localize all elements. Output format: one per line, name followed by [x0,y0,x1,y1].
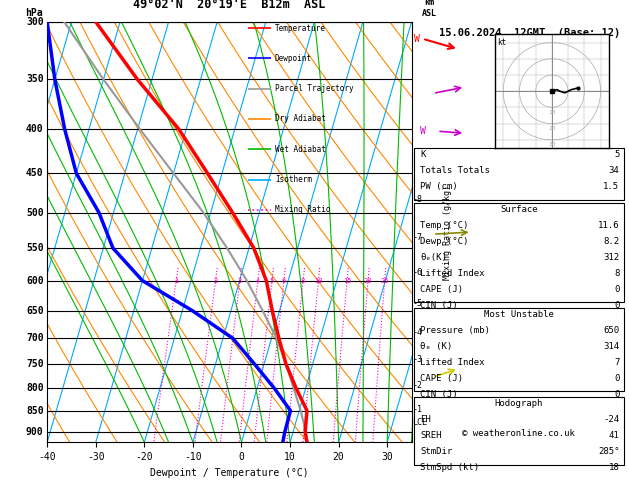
Text: 34: 34 [609,166,620,175]
Text: 850: 850 [26,406,43,416]
Text: StmDir: StmDir [420,447,452,456]
Text: 600: 600 [26,276,43,286]
Text: Totals Totals: Totals Totals [420,166,490,175]
Text: 900: 900 [26,427,43,437]
Text: -6: -6 [412,268,422,277]
Text: 285°: 285° [598,447,620,456]
Text: 300: 300 [26,17,43,27]
Text: Dry Adiabat: Dry Adiabat [275,115,326,123]
Text: Surface: Surface [500,205,538,214]
Text: 15: 15 [343,278,351,284]
Bar [414,148,624,200]
Text: 650: 650 [26,306,43,315]
Text: 20: 20 [364,278,372,284]
Text: θₑ (K): θₑ (K) [420,342,452,351]
Text: km
ASL: km ASL [422,0,437,17]
Text: -24: -24 [603,415,620,424]
Text: 8.2: 8.2 [603,237,620,246]
Text: 5: 5 [270,278,274,284]
Text: 25: 25 [381,278,389,284]
Text: 450: 450 [26,168,43,178]
Text: 1: 1 [174,278,178,284]
Text: -1: -1 [412,405,422,414]
Text: 6: 6 [282,278,286,284]
Text: 750: 750 [26,359,43,369]
Text: 41: 41 [609,431,620,440]
Text: -7: -7 [412,233,422,243]
Text: Mixing Ratio: Mixing Ratio [275,205,330,214]
Text: 550: 550 [26,243,43,253]
Text: Pressure (mb): Pressure (mb) [420,326,490,335]
Text: Mixing Ratio (g/kg): Mixing Ratio (g/kg) [443,185,452,279]
Text: 11.6: 11.6 [598,221,620,230]
Text: 500: 500 [26,208,43,218]
Text: -3: -3 [412,355,422,364]
Text: 350: 350 [26,74,43,85]
Text: Hodograph: Hodograph [494,399,543,408]
Text: PW (cm): PW (cm) [420,182,458,191]
Text: θₑ(K): θₑ(K) [420,253,447,261]
Text: -4: -4 [412,329,422,337]
Text: 5: 5 [614,150,620,159]
Text: 7: 7 [614,358,620,367]
Text: Isotherm: Isotherm [275,175,312,184]
Text: © weatheronline.co.uk: © weatheronline.co.uk [462,429,575,438]
Text: LCL: LCL [412,418,427,427]
Text: 2: 2 [213,278,218,284]
Text: 650: 650 [603,326,620,335]
Text: -5: -5 [412,299,422,308]
Text: Dewpoint: Dewpoint [275,54,312,63]
Text: W: W [415,34,420,44]
Bar [414,308,624,391]
Text: Wet Adiabat: Wet Adiabat [275,145,326,154]
Text: 700: 700 [26,333,43,343]
Bar [414,203,624,302]
Text: EH: EH [420,415,431,424]
Text: Lifted Index: Lifted Index [420,269,484,278]
X-axis label: Dewpoint / Temperature (°C): Dewpoint / Temperature (°C) [150,468,309,478]
Text: Parcel Trajectory: Parcel Trajectory [275,84,353,93]
Text: K: K [420,150,425,159]
Text: CIN (J): CIN (J) [420,300,458,310]
Text: 10: 10 [314,278,323,284]
Text: 314: 314 [603,342,620,351]
Text: -8: -8 [412,195,422,204]
Text: Most Unstable: Most Unstable [484,310,554,319]
Text: 312: 312 [603,253,620,261]
Text: 15.06.2024  12GMT  (Base: 12): 15.06.2024 12GMT (Base: 12) [439,28,620,38]
Text: 0: 0 [614,285,620,294]
Text: 800: 800 [26,383,43,393]
Text: 0: 0 [614,374,620,383]
Text: 8: 8 [614,269,620,278]
Text: CIN (J): CIN (J) [420,390,458,399]
Text: 18: 18 [609,463,620,472]
Text: 8: 8 [301,278,305,284]
Text: SREH: SREH [420,431,442,440]
Text: 49°02'N  20°19'E  B12m  ASL: 49°02'N 20°19'E B12m ASL [133,0,326,11]
Text: Lifted Index: Lifted Index [420,358,484,367]
Text: -2: -2 [412,381,422,390]
Text: 4: 4 [255,278,260,284]
Text: hPa: hPa [25,8,43,17]
Text: Temperature: Temperature [275,24,326,33]
Text: CAPE (J): CAPE (J) [420,374,463,383]
Bar [414,397,624,465]
Text: 3: 3 [238,278,242,284]
Text: Temp (°C): Temp (°C) [420,221,469,230]
Text: 400: 400 [26,124,43,134]
Text: 0: 0 [614,300,620,310]
Text: Dewp (°C): Dewp (°C) [420,237,469,246]
Text: CAPE (J): CAPE (J) [420,285,463,294]
Text: 0: 0 [614,390,620,399]
Text: W: W [420,126,426,136]
Text: StmSpd (kt): StmSpd (kt) [420,463,479,472]
Text: 1.5: 1.5 [603,182,620,191]
